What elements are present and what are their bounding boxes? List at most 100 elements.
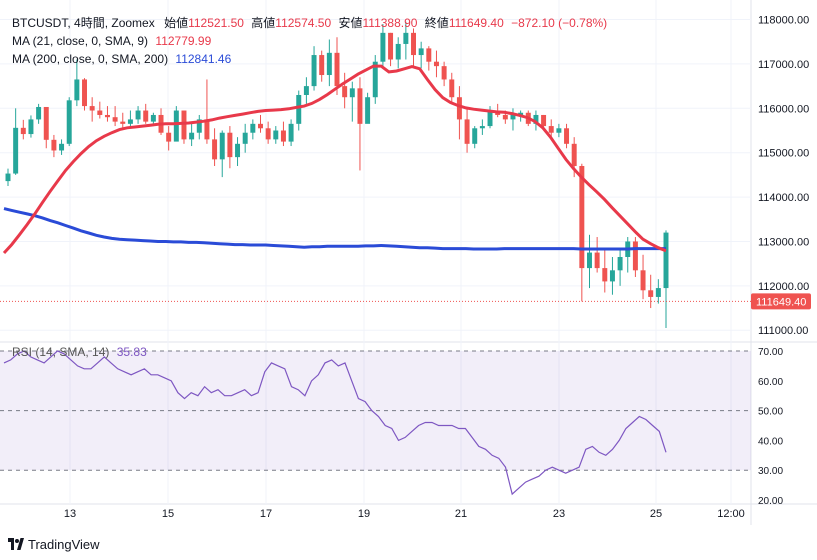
change-value: −872.10 (−0.78%) [511, 16, 608, 30]
candle-body [594, 252, 600, 269]
rsi-tick-label: 40.00 [758, 436, 783, 447]
candle-body [609, 270, 615, 282]
candle-body [51, 139, 57, 151]
x-tick-label: 12:00 [717, 508, 745, 520]
candle-body [36, 106, 42, 120]
candle-body [372, 61, 378, 98]
close-label: 終値 [424, 16, 449, 30]
candle-body [89, 106, 95, 111]
rsi-legend[interactable]: RSI (14, SMA, 14) 35.83 [12, 345, 147, 359]
x-tick-label: 25 [650, 508, 662, 520]
candle-body [66, 100, 72, 144]
tradingview-logo-icon [8, 538, 24, 550]
rsi-tick-label: 60.00 [758, 377, 783, 388]
candle-body [265, 128, 271, 140]
ma21-value: 112779.99 [155, 34, 212, 48]
candle-body [326, 52, 332, 76]
candle-body [189, 132, 195, 140]
candle-body [181, 110, 187, 140]
rsi-tick-label: 20.00 [758, 496, 783, 507]
candles [5, 21, 669, 329]
candle-body [250, 123, 256, 133]
candle-body [403, 32, 409, 44]
candle-body [20, 127, 26, 135]
candle-body [479, 126, 485, 129]
candle-body [564, 128, 570, 144]
candle-body [166, 132, 172, 142]
candle-body [334, 52, 340, 87]
candle-body [212, 139, 218, 160]
candle-body [74, 79, 80, 101]
candle-body [648, 290, 654, 297]
y-tick-label: 118000.00 [758, 15, 809, 27]
candle-body [556, 128, 562, 133]
y-tick-label: 114000.00 [758, 192, 809, 204]
candle-body [150, 114, 156, 122]
candle-body [502, 114, 508, 120]
candle-body [548, 126, 554, 133]
last-price-tag: 111649.40 [756, 296, 806, 308]
candle-body [632, 241, 638, 271]
candle-body [617, 257, 623, 271]
candle-body [365, 97, 371, 124]
ma21-line [2, 64, 667, 255]
symbol-name: BTCUSDT [12, 16, 68, 30]
candle-body [464, 119, 470, 144]
candle-body [472, 128, 478, 144]
candle-body [242, 132, 248, 144]
candle-body [395, 43, 401, 60]
candle-body [112, 117, 118, 122]
open-value: 112521.50 [188, 16, 244, 30]
y-tick-label: 115000.00 [758, 148, 809, 160]
candle-body [273, 130, 279, 140]
candle-body [579, 166, 585, 269]
x-tick-label: 19 [358, 508, 370, 520]
candle-body [258, 123, 263, 129]
candle-body [518, 112, 524, 115]
candle-body [311, 55, 317, 87]
x-tick-label: 21 [455, 508, 467, 520]
candle-body [449, 79, 455, 98]
candle-body [418, 48, 424, 56]
high-value: 112574.50 [275, 16, 332, 30]
ma200-value: 112841.46 [175, 52, 232, 66]
candle-body [104, 114, 110, 118]
last-price-tag-bg [751, 293, 811, 310]
rsi-value: 35.83 [116, 345, 147, 359]
candle-body [204, 119, 210, 140]
candle-body [288, 123, 294, 142]
candle-body [433, 61, 439, 67]
candle-body [127, 119, 133, 124]
ma200-legend[interactable]: MA (200, close, 0, SMA, 200) 112841.46 [12, 52, 231, 66]
candle-body [441, 66, 447, 80]
y-tick-label: 111000.00 [758, 325, 808, 337]
candle-body [13, 127, 19, 174]
ma200-label: MA (200, close, 0, SMA, 200) [12, 52, 169, 66]
candle-body [196, 119, 202, 133]
ma200-line [3, 207, 666, 251]
candle-body [296, 94, 302, 124]
candle-body [533, 114, 539, 124]
rsi-tick-label: 50.00 [758, 407, 783, 418]
y-tick-label: 117000.00 [758, 59, 809, 71]
rsi-tick-label: 30.00 [758, 466, 783, 477]
y-tick-label: 113000.00 [758, 236, 809, 248]
candle-body [357, 88, 363, 124]
candle-body [587, 252, 592, 269]
close-value: 111649.40 [448, 16, 504, 30]
candle-body [82, 79, 87, 107]
y-tick-label: 116000.00 [758, 103, 809, 115]
candle-body [571, 143, 577, 167]
tradingview-brand: TradingView [28, 536, 100, 552]
candle-body [235, 143, 241, 158]
candle-body [663, 232, 669, 289]
candle-body [97, 110, 103, 115]
tradingview-logo[interactable]: TradingView [8, 534, 100, 554]
candle-body [219, 132, 225, 160]
open-label: 始値 [164, 16, 189, 30]
candle-body [280, 130, 286, 142]
candle-body [342, 86, 348, 98]
ma21-legend[interactable]: MA (21, close, 0, SMA, 9) 112779.99 [12, 34, 211, 48]
ma21-label: MA (21, close, 0, SMA, 9) [12, 34, 149, 48]
